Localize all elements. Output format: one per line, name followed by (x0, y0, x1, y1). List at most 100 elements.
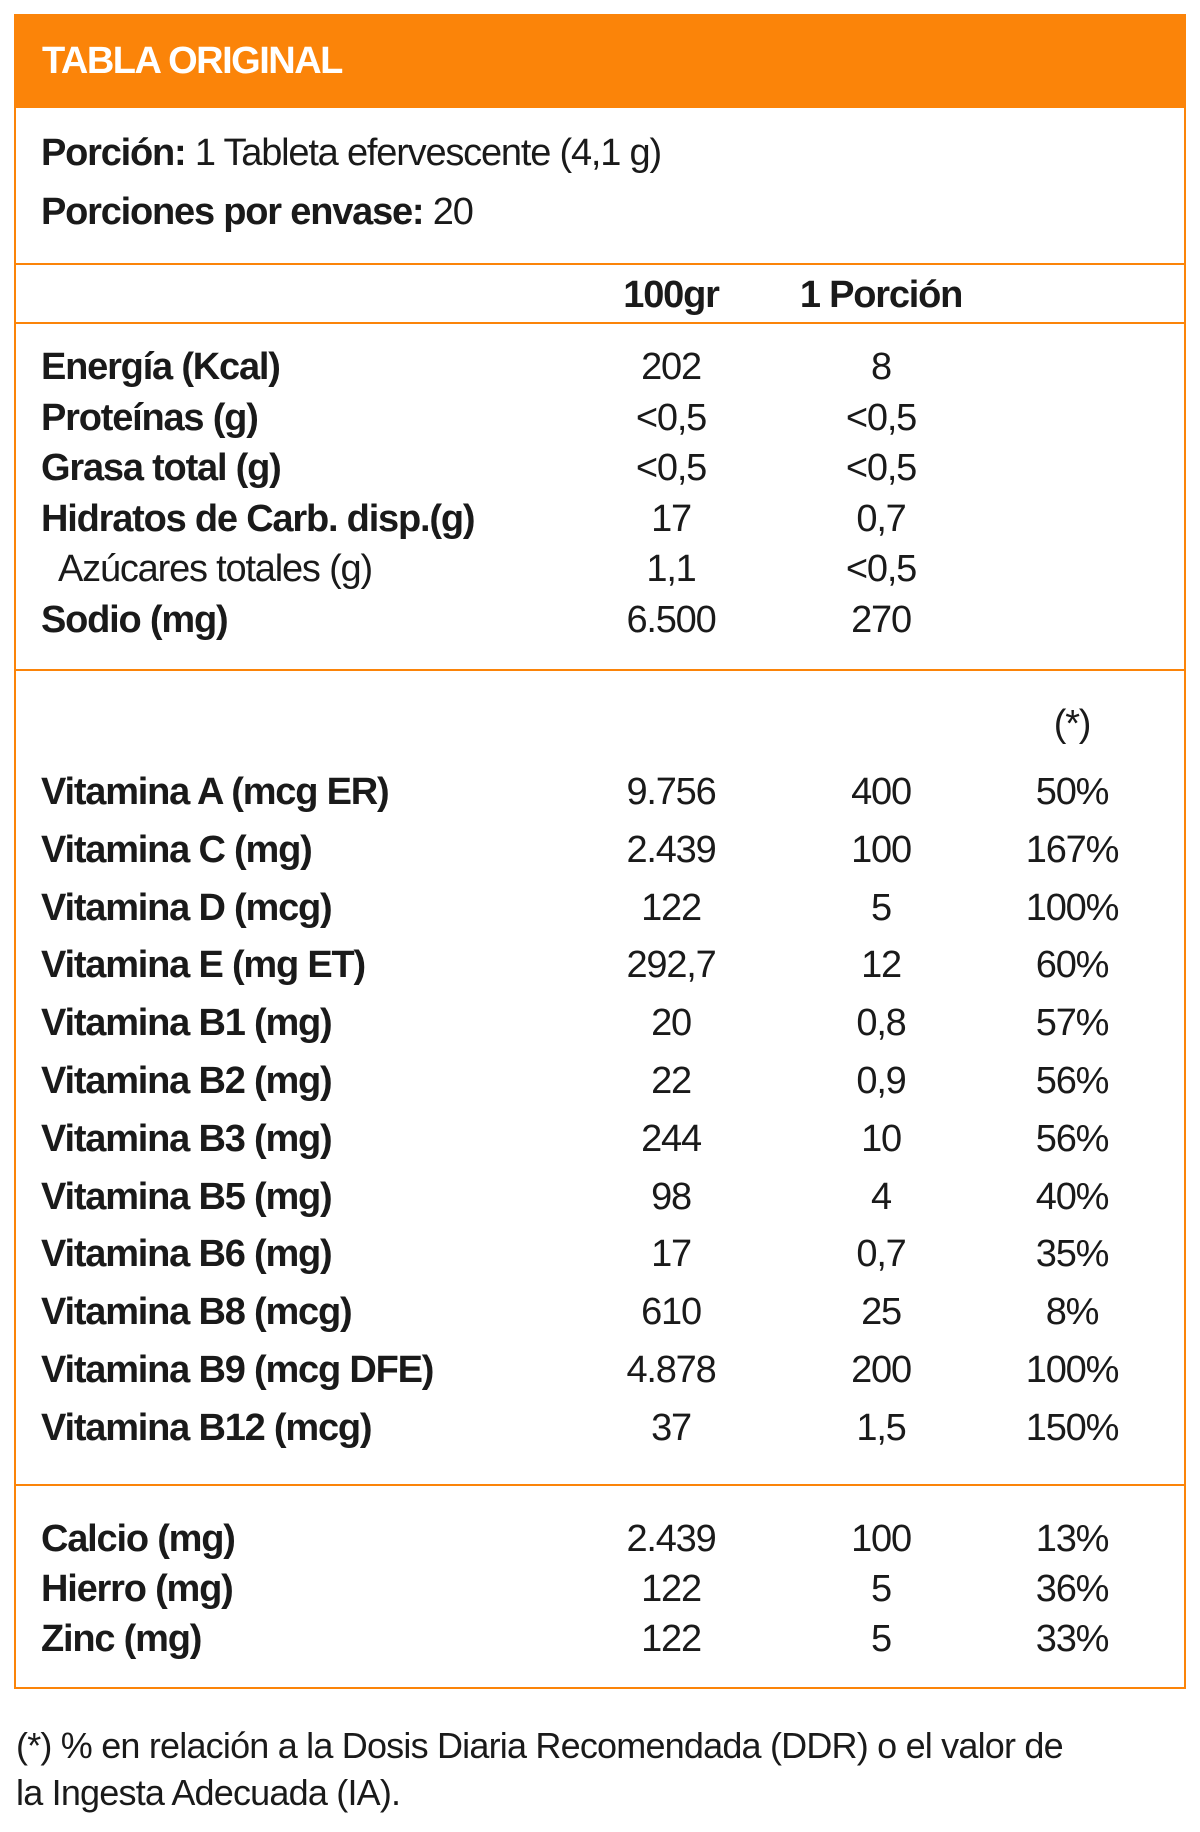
value-per-100g: 6.500 (626, 598, 716, 641)
footnote-line-1: (*) % en relación a la Dosis Diaria Reco… (16, 1725, 1064, 1766)
table-row: Vitamina A (mcg ER) 9.756 400 50% (0, 773, 1200, 819)
value-per-100g: 2.439 (626, 828, 716, 871)
value-per-100g: 17 (651, 497, 692, 540)
divider (14, 1484, 1186, 1486)
value-per-100g: 98 (651, 1175, 692, 1218)
column-header-100gr: 100gr (623, 274, 720, 316)
nutrient-name: Hidratos de Carb. disp.(g) (41, 497, 475, 540)
value-per-100g: 122 (641, 1568, 702, 1610)
value-per-serving: 1,5 (856, 1406, 906, 1449)
value-per-serving: 0,9 (856, 1060, 906, 1102)
value-per-100g: 122 (641, 1618, 702, 1660)
value-per-serving: 0,7 (856, 1233, 906, 1276)
daily-value-pct: 13% (1035, 1518, 1110, 1560)
table-row: Vitamina B5 (mg) 98 4 40% (0, 1178, 1200, 1224)
value-per-serving: 12 (861, 944, 902, 987)
value-per-100g: 9.756 (626, 771, 716, 813)
value-per-serving: 5 (871, 1618, 892, 1660)
table-title: TABLA ORIGINAL (42, 40, 343, 82)
daily-value-pct: 40% (1035, 1175, 1110, 1218)
daily-value-pct: 100% (1025, 886, 1120, 929)
value-per-100g: 1,1 (646, 548, 696, 590)
serving-label: Porción: (41, 132, 187, 174)
nutrient-name: Vitamina B6 (mg) (41, 1233, 333, 1276)
table-row: Vitamina B12 (mcg) 37 1,5 150% (0, 1409, 1200, 1455)
value-per-100g: 202 (641, 346, 702, 388)
nutrient-name: Energía (Kcal) (41, 346, 281, 388)
value-per-serving: <0,5 (845, 447, 917, 489)
table-row: Vitamina B2 (mg) 22 0,9 56% (0, 1062, 1200, 1108)
value-per-100g: 122 (641, 886, 702, 929)
daily-value-pct: 100% (1025, 1349, 1120, 1391)
table-row: Azúcares totales (g) 1,1 <0,5 (0, 550, 1200, 596)
table-row: Hierro (mg) 122 5 36% (0, 1570, 1200, 1616)
table-row: Vitamina B6 (mg) 17 0,7 35% (0, 1235, 1200, 1281)
value-per-100g: 17 (651, 1233, 692, 1276)
nutrient-name: Hierro (mg) (41, 1568, 234, 1610)
value-per-100g: 37 (651, 1406, 692, 1449)
servings-label: Porciones por envase: (41, 191, 425, 233)
nutrient-name: Azúcares totales (g) (58, 548, 373, 590)
table-row: Zinc (mg) 122 5 33% (0, 1620, 1200, 1666)
divider (14, 669, 1186, 671)
nutrient-name: Vitamina B12 (mcg) (41, 1406, 373, 1449)
value-per-serving: 25 (861, 1291, 902, 1334)
column-header-serving: 1 Porción (799, 274, 964, 316)
nutrient-name: Vitamina B1 (mg) (41, 1002, 333, 1045)
table-row: Energía (Kcal) 202 8 (0, 348, 1200, 394)
nutrient-name: Vitamina B3 (mg) (41, 1117, 333, 1160)
table-row: Vitamina E (mg ET) 292,7 12 60% (0, 946, 1200, 992)
value-per-100g: 22 (651, 1060, 692, 1102)
value-per-100g: 244 (641, 1117, 702, 1160)
daily-value-pct: 50% (1035, 771, 1110, 813)
table-row: Vitamina C (mg) 2.439 100 167% (0, 831, 1200, 877)
daily-value-pct: 8% (1045, 1291, 1100, 1334)
divider (14, 322, 1186, 324)
nutrient-name: Grasa total (g) (41, 447, 282, 489)
column-header-pct: (*) (1053, 703, 1092, 745)
value-per-serving: 200 (851, 1349, 912, 1391)
value-per-100g: 20 (651, 1002, 692, 1045)
daily-value-pct: 35% (1035, 1233, 1110, 1276)
value-per-100g: 2.439 (626, 1518, 716, 1560)
value-per-100g: <0,5 (635, 447, 707, 489)
daily-value-pct: 57% (1035, 1002, 1110, 1045)
value-per-serving: 4 (871, 1175, 892, 1218)
nutrient-name: Vitamina E (mg ET) (41, 944, 366, 987)
serving-size: Porción: 1 Tableta efervescente (4,1 g) (41, 132, 662, 174)
value-per-serving: 0,8 (856, 1002, 906, 1045)
nutrient-name: Calcio (mg) (41, 1518, 236, 1560)
table-row: Calcio (mg) 2.439 100 13% (0, 1520, 1200, 1566)
daily-value-pct: 150% (1025, 1406, 1120, 1449)
value-per-serving: 400 (851, 771, 912, 813)
daily-value-pct: 56% (1035, 1060, 1110, 1102)
nutrient-name: Vitamina B2 (mg) (41, 1060, 333, 1102)
nutrient-name: Vitamina D (mcg) (41, 886, 333, 929)
value-per-100g: 4.878 (626, 1349, 716, 1391)
value-per-serving: <0,5 (845, 396, 917, 439)
nutrient-name: Sodio (mg) (41, 598, 229, 641)
value-per-serving: 10 (861, 1117, 902, 1160)
nutrient-name: Vitamina A (mcg ER) (41, 771, 390, 813)
value-per-100g: 610 (641, 1291, 702, 1334)
footnote-line-2: la Ingesta Adecuada (IA). (16, 1772, 401, 1813)
value-per-serving: 0,7 (856, 497, 906, 540)
servings-per-container: Porciones por envase: 20 (41, 191, 474, 233)
nutrient-name: Vitamina C (mg) (41, 828, 313, 871)
daily-value-pct: 56% (1035, 1117, 1110, 1160)
daily-value-pct: 36% (1035, 1568, 1110, 1610)
divider (14, 263, 1186, 265)
value-per-100g: 292,7 (626, 944, 716, 987)
table-row: Sodio (mg) 6.500 270 (0, 601, 1200, 647)
daily-value-pct: 60% (1035, 944, 1110, 987)
value-per-serving: 270 (851, 598, 912, 641)
nutrient-name: Proteínas (g) (41, 396, 259, 439)
daily-value-pct: 33% (1035, 1618, 1110, 1660)
nutrient-name: Vitamina B9 (mcg DFE) (41, 1349, 434, 1391)
table-row: Vitamina B8 (mcg) 610 25 8% (0, 1293, 1200, 1339)
daily-value-pct: 167% (1025, 828, 1120, 871)
table-header: TABLA ORIGINAL (14, 14, 1186, 108)
servings-value: 20 (432, 191, 474, 233)
value-per-100g: <0,5 (635, 396, 707, 439)
table-row: Vitamina B9 (mcg DFE) 4.878 200 100% (0, 1351, 1200, 1397)
